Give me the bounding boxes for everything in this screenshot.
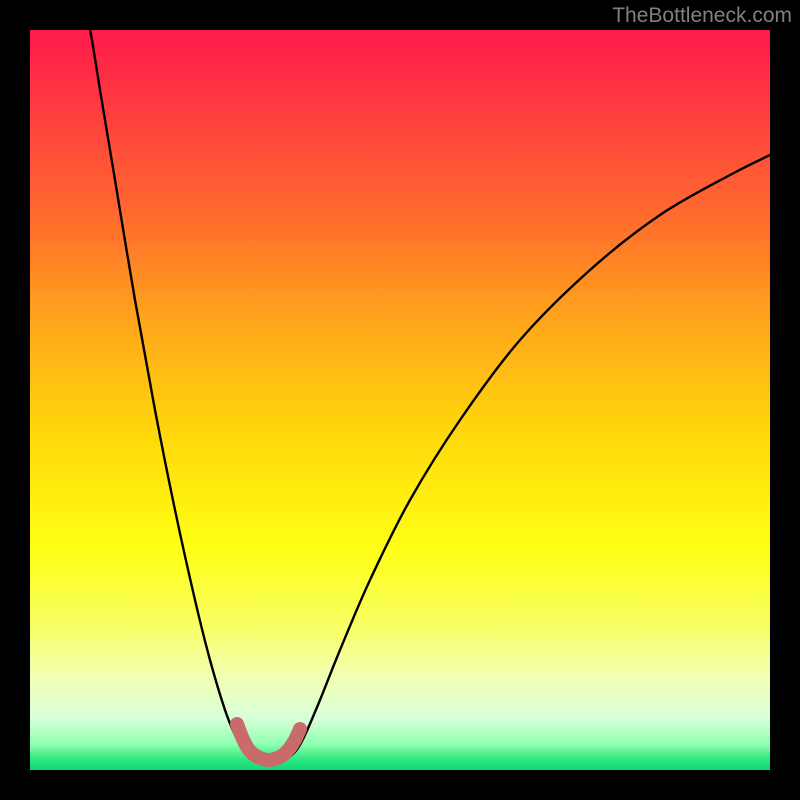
plot-frame bbox=[30, 30, 770, 770]
gradient-background bbox=[30, 30, 770, 770]
chart-svg bbox=[30, 30, 770, 770]
watermark-text: TheBottleneck.com bbox=[612, 4, 792, 28]
chart-container: TheBottleneck.com bbox=[0, 0, 800, 800]
